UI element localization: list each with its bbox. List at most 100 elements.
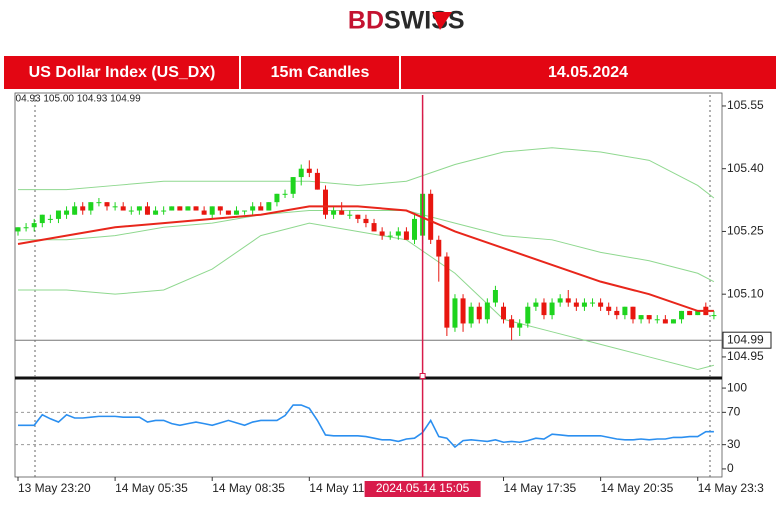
candle-body <box>646 315 652 320</box>
header-date: 14.05.2024 <box>548 64 628 81</box>
candle-body <box>80 206 86 211</box>
y-tick-label: 105.40 <box>727 161 764 175</box>
candle-body <box>225 210 231 215</box>
candle-body <box>630 306 636 320</box>
candle-body <box>153 210 159 215</box>
rsi-line <box>18 404 714 449</box>
candle-body <box>250 206 256 211</box>
candle-body <box>331 210 337 215</box>
candle-body <box>662 319 668 324</box>
candle-body <box>322 189 328 215</box>
candle-body <box>217 206 223 211</box>
candle-body <box>428 193 434 240</box>
candle-body <box>363 218 369 224</box>
logo: BD SWISS <box>348 7 465 35</box>
logo-icon <box>432 12 452 30</box>
candle-body <box>606 306 612 311</box>
x-tick-label: 14 May 05:35 <box>115 481 188 495</box>
candle-body <box>403 231 409 240</box>
candle-body <box>444 256 450 328</box>
candle-body <box>31 223 37 228</box>
candle-body <box>395 231 401 236</box>
candle-body <box>209 206 215 215</box>
candle-body <box>687 310 693 316</box>
candle-body <box>169 206 175 211</box>
price-panel: 104.93 105.00 104.93 104.99 <box>10 94 722 370</box>
candle-body <box>622 306 628 316</box>
candle-body <box>517 323 523 328</box>
ohlc-label: 104.93 105.00 104.93 104.99 <box>10 94 141 105</box>
candle-body <box>282 193 288 195</box>
x-tick-label: 14 May 23:3 <box>698 481 764 495</box>
candle-body <box>161 210 167 212</box>
candle-body <box>501 306 507 320</box>
y-tick-label: 104.95 <box>727 349 764 363</box>
candle-body <box>492 290 498 303</box>
axes: 105.55 105.40 105.25 105.10 104.95 104.99 100 7… <box>17 95 772 497</box>
candle-body <box>484 302 490 320</box>
y-tick-label: 30 <box>727 437 741 451</box>
y-tick-label: 0 <box>727 461 734 475</box>
last-price-box <box>722 331 772 349</box>
candle-body <box>581 302 587 307</box>
header-bar: US Dollar Index (US_DX) 15m Candles 14.0… <box>4 56 776 89</box>
candle-body <box>436 239 442 257</box>
candle-body <box>533 302 539 307</box>
candle-body <box>387 235 393 237</box>
candle-body <box>72 206 78 215</box>
crosshair-label: 2024.05.14 15:05 <box>376 481 470 495</box>
candle-body <box>104 202 110 207</box>
candle-body <box>242 210 248 212</box>
candle-body <box>379 231 385 236</box>
crosshair-marker <box>419 373 426 379</box>
candle-body <box>468 306 474 324</box>
candle-body <box>233 210 239 215</box>
candle-body <box>15 227 21 232</box>
candle-body <box>679 310 685 320</box>
x-tick-label: 14 May 20:35 <box>601 481 674 495</box>
candle-body <box>541 302 547 316</box>
candle-body <box>347 214 353 216</box>
candle-body <box>55 210 61 219</box>
x-tick-label: 14 May 11 <box>309 481 364 495</box>
candle-body <box>598 302 604 307</box>
candle-body <box>290 177 296 194</box>
candle-body <box>452 298 458 328</box>
candle-body <box>695 310 701 316</box>
candle-body <box>23 227 29 229</box>
header-title: US Dollar Index (US_DX) <box>29 64 216 81</box>
candle-body <box>711 315 717 317</box>
candle-body <box>266 202 272 211</box>
candle-body <box>549 302 555 316</box>
moving-average <box>17 205 714 312</box>
band-line <box>18 222 715 370</box>
crosshair-label-box <box>364 481 481 497</box>
candle-body <box>339 210 345 215</box>
x-tick-label: 13 May 23:20 <box>18 481 91 495</box>
candle-body <box>590 302 596 304</box>
candle-body <box>565 298 571 303</box>
candle-body <box>355 214 361 219</box>
candle-body <box>64 210 70 215</box>
candle-body <box>185 206 191 211</box>
y-tick-label: 100 <box>727 380 747 394</box>
candle-body <box>39 214 45 224</box>
candle-body <box>177 206 183 211</box>
candle-body <box>614 310 620 316</box>
candle-body <box>258 206 264 211</box>
candle-body <box>412 218 418 240</box>
y-tick-label: 105.55 <box>727 98 764 112</box>
y-tick-label: 70 <box>727 405 741 419</box>
candle-body <box>654 319 660 321</box>
band-line <box>18 147 715 199</box>
candle-body <box>112 206 118 208</box>
x-tick-label: 14 May 08:35 <box>212 481 285 495</box>
candle-body <box>460 298 466 324</box>
candle-body <box>88 202 94 211</box>
candle-body <box>96 202 102 204</box>
band-line <box>18 210 715 283</box>
candle-body <box>638 315 644 320</box>
candle-body <box>193 206 199 211</box>
